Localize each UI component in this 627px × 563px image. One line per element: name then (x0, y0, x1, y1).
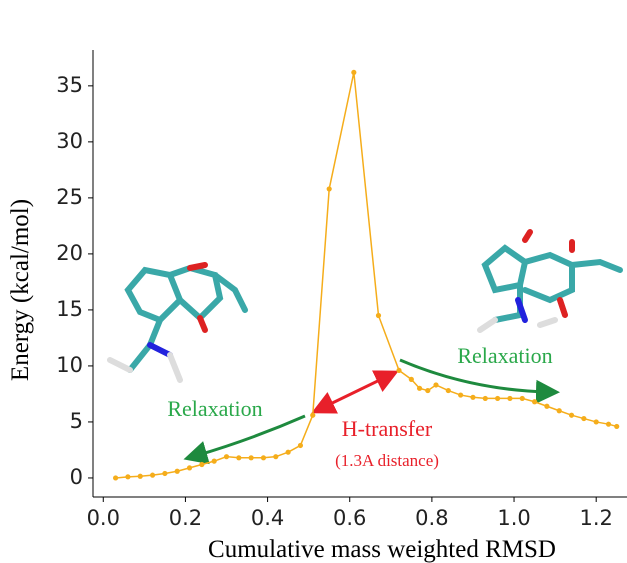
point (409, 377, 414, 382)
y-tick-label: 25 (56, 185, 83, 209)
y-tick-label: 30 (56, 129, 83, 153)
y-tick-label: 0 (70, 465, 83, 489)
molecule (480, 232, 620, 330)
point (212, 459, 217, 464)
point (470, 395, 475, 400)
molecule (110, 265, 245, 380)
point (298, 443, 303, 448)
point (249, 455, 254, 460)
point (162, 471, 167, 476)
y-tick-label: 20 (56, 241, 83, 265)
point (606, 422, 611, 427)
x-tick-label: 0.4 (251, 506, 284, 530)
x-tick-label: 0.0 (87, 506, 120, 530)
annotation: (1.3A distance) (335, 451, 439, 470)
point (614, 424, 619, 429)
x-axis-label: Cumulative mass weighted RMSD (208, 536, 556, 563)
point (138, 474, 143, 479)
point (446, 388, 451, 393)
point (224, 454, 229, 459)
point (351, 70, 356, 75)
x-tick-label: 0.6 (333, 506, 366, 530)
point (175, 469, 180, 474)
point (187, 465, 192, 470)
point (483, 396, 488, 401)
point (507, 396, 512, 401)
point (557, 408, 562, 413)
x-tick-label: 0.8 (415, 506, 448, 530)
point (113, 475, 118, 480)
point (417, 386, 422, 391)
point (150, 473, 155, 478)
point (376, 313, 381, 318)
y-tick-label: 15 (56, 297, 83, 321)
point (273, 454, 278, 459)
x-tick-label: 0.2 (169, 506, 202, 530)
y-tick-label: 35 (56, 73, 83, 97)
x-tick-label: 1.2 (579, 506, 612, 530)
point (520, 396, 525, 401)
point (425, 388, 430, 393)
annotation: H-transfer (342, 416, 433, 441)
point (495, 396, 500, 401)
point (310, 413, 315, 418)
point (236, 455, 241, 460)
x-tick-label: 1.0 (497, 506, 530, 530)
annotation: Relaxation (457, 343, 552, 368)
point (544, 404, 549, 409)
point (286, 450, 291, 455)
point (458, 392, 463, 397)
point (199, 462, 204, 467)
point (261, 455, 266, 460)
y-axis-label: Energy (kcal/mol) (7, 199, 34, 381)
chart: Relaxation Relaxation H-transfer (1.3A d… (0, 0, 627, 563)
point (532, 399, 537, 404)
point (569, 413, 574, 418)
point (125, 474, 130, 479)
point (433, 382, 438, 387)
point (581, 416, 586, 421)
point (396, 368, 401, 373)
arrow (322, 376, 388, 408)
point (594, 419, 599, 424)
annotation: Relaxation (167, 396, 262, 421)
y-tick-label: 5 (70, 409, 83, 433)
point (327, 186, 332, 191)
y-tick-label: 10 (56, 353, 83, 377)
